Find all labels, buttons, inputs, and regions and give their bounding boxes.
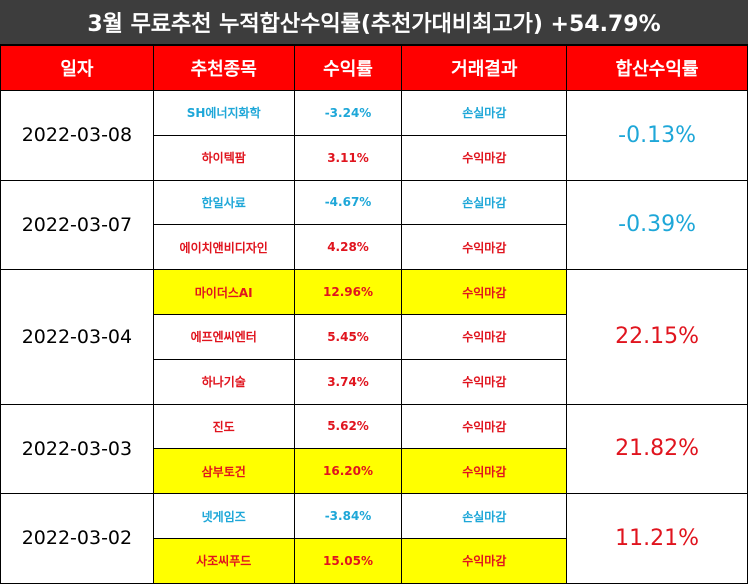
result-cell: 수익마감 xyxy=(401,403,568,450)
table-row: 2022-03-08 SH에너지화학 -3.24% 손실마감 -0.13% xyxy=(0,90,748,181)
date-cell: 2022-03-02 xyxy=(0,493,154,584)
return-cell: -4.67% xyxy=(293,179,403,226)
result-cell: 수익마감 xyxy=(401,269,568,315)
cumulative-return-cell: 22.15% xyxy=(566,269,748,405)
return-cell: 3.11% xyxy=(293,134,403,181)
result-cell: 손실마감 xyxy=(401,493,568,539)
stock-name-cell: 넷게임즈 xyxy=(152,493,295,539)
result-cell: 수익마감 xyxy=(401,224,568,271)
cumulative-return-cell: -0.39% xyxy=(566,179,748,271)
table-row: 2022-03-03 진도 5.62% 수익마감 21.82% xyxy=(0,403,748,495)
cumulative-return-cell: 21.82% xyxy=(566,403,748,495)
result-cell: 수익마감 xyxy=(401,358,568,405)
stock-name-cell: 하이텍팜 xyxy=(152,134,295,181)
table-row: 사조씨푸드 15.05% 수익마감 xyxy=(1,537,748,584)
header-cumulative: 합산수익률 xyxy=(566,45,748,91)
table-row: 2022-03-02 넷게임즈 -3.84% 손실마감 11.21% xyxy=(0,493,748,584)
table-row: 2022-03-07 한일사료 -4.67% 손실마감 -0.39% xyxy=(0,179,748,271)
return-cell: 12.96% xyxy=(293,269,403,315)
result-cell: 손실마감 xyxy=(401,179,568,226)
return-cell: 4.28% xyxy=(293,224,403,271)
stock-name-cell: 진도 xyxy=(152,403,295,450)
result-cell: 수익마감 xyxy=(401,313,568,360)
date-cell: 2022-03-04 xyxy=(0,269,154,405)
return-cell: 15.05% xyxy=(293,537,403,584)
stock-name-cell: 마이더스AI xyxy=(152,269,295,315)
date-cell: 2022-03-07 xyxy=(0,179,154,271)
table-row: 하나기술 3.74% 수익마감 xyxy=(1,358,748,405)
page-title: 3월 무료추천 누적합산수익률(추천가대비최고가) +54.79% xyxy=(0,0,748,45)
header-stock: 추천종목 xyxy=(152,45,295,91)
stock-name-cell: 에프엔씨엔터 xyxy=(152,313,295,360)
stock-name-cell: 삼부토건 xyxy=(152,448,295,495)
header-date: 일자 xyxy=(0,45,154,91)
table-body: 2022-03-08 SH에너지화학 -3.24% 손실마감 -0.13% 하이텍팜 3.1… xyxy=(0,90,748,584)
return-cell: -3.24% xyxy=(293,90,403,136)
result-cell: 수익마감 xyxy=(401,134,568,181)
return-cell: 5.62% xyxy=(293,403,403,450)
stock-name-cell: 에이치앤비디자인 xyxy=(152,224,295,271)
header-return: 수익률 xyxy=(293,45,403,91)
stock-name-cell: 한일사료 xyxy=(152,179,295,226)
stock-name-cell: 사조씨푸드 xyxy=(152,537,295,584)
result-cell: 수익마감 xyxy=(401,448,568,495)
return-cell: 16.20% xyxy=(293,448,403,495)
table-row: 에프엔씨엔터 5.45% 수익마감 xyxy=(1,313,748,360)
table-row: 2022-03-04 마이더스AI 12.96% 수익마감 22.15% xyxy=(0,269,748,405)
table-row: 에이치앤비디자인 4.28% 수익마감 xyxy=(1,224,748,271)
cumulative-return-cell: 11.21% xyxy=(566,493,748,584)
return-cell: 5.45% xyxy=(293,313,403,360)
date-cell: 2022-03-08 xyxy=(0,90,154,181)
table-row: 삼부토건 16.20% 수익마감 xyxy=(1,448,748,495)
returns-table: 일자 추천종목 수익률 거래결과 합산수익률 2022-03-08 SH에너지화학… xyxy=(0,45,748,584)
return-cell: -3.84% xyxy=(293,493,403,539)
stock-name-cell: 하나기술 xyxy=(152,358,295,405)
table-row: 하이텍팜 3.11% 수익마감 xyxy=(1,134,748,181)
stock-name-cell: SH에너지화학 xyxy=(152,90,295,136)
result-cell: 손실마감 xyxy=(401,90,568,136)
date-cell: 2022-03-03 xyxy=(0,403,154,495)
return-cell: 3.74% xyxy=(293,358,403,405)
result-cell: 수익마감 xyxy=(401,537,568,584)
header-row: 일자 추천종목 수익률 거래결과 합산수익률 xyxy=(0,45,748,91)
cumulative-return-cell: -0.13% xyxy=(566,90,748,181)
header-result: 거래결과 xyxy=(401,45,568,91)
